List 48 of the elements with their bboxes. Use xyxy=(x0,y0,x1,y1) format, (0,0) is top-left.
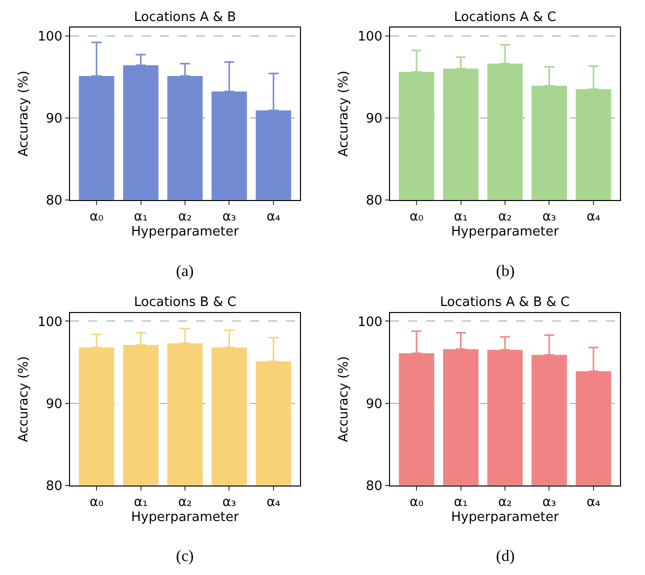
y-tick-label: 100 xyxy=(38,29,62,44)
x-tick-label: α₁ xyxy=(134,494,148,510)
y-axis-title: Accuracy (%) xyxy=(336,356,352,442)
x-tick-label: α₀ xyxy=(410,209,424,224)
text: (b) xyxy=(496,263,515,280)
x-tick-label: α₀ xyxy=(90,209,104,224)
x-tick-label: α₀ xyxy=(410,494,424,510)
y-tick-label: 80 xyxy=(46,193,62,208)
chart-title: Locations A & C xyxy=(454,10,556,25)
chart-title: Locations A & B xyxy=(134,10,236,25)
x-tick-label: α₂ xyxy=(498,209,512,224)
x-tick-label: α₂ xyxy=(178,209,192,224)
x-tick-label: α₃ xyxy=(222,494,236,510)
x-tick-label: α₃ xyxy=(222,209,236,224)
x-tick-label: α₁ xyxy=(454,494,468,510)
text: (d) xyxy=(496,548,515,565)
x-tick-label: α₂ xyxy=(178,494,192,510)
x-tick-label: α₁ xyxy=(454,209,468,224)
x-tick-label: α₁ xyxy=(134,209,148,224)
chart-title: Locations A & B & C xyxy=(440,295,570,310)
y-axis-title: Accuracy (%) xyxy=(16,356,32,442)
text: (c) xyxy=(176,548,194,565)
text: (a) xyxy=(176,263,194,280)
x-axis-title: Hyperparameter xyxy=(451,224,560,240)
y-tick-label: 100 xyxy=(38,314,62,330)
x-tick-label: α₂ xyxy=(498,494,512,510)
y-axis-title: Accuracy (%) xyxy=(16,70,32,157)
x-tick-label: α₄ xyxy=(266,209,280,224)
x-axis-title: Hyperparameter xyxy=(451,510,560,525)
y-tick-label: 90 xyxy=(366,396,382,412)
y-tick-label: 100 xyxy=(358,29,382,44)
y-axis-title: Accuracy (%) xyxy=(336,70,352,157)
y-tick-label: 90 xyxy=(46,396,62,412)
y-tick-label: 90 xyxy=(366,111,382,126)
x-tick-label: α₄ xyxy=(586,209,600,224)
chart-title: Locations B & C xyxy=(134,295,236,310)
x-tick-label: α₄ xyxy=(266,494,280,510)
x-tick-label: α₄ xyxy=(586,494,600,510)
y-tick-label: 90 xyxy=(46,111,62,126)
y-tick-label: 80 xyxy=(366,193,382,208)
y-tick-label: 100 xyxy=(358,314,382,330)
x-axis-title: Hyperparameter xyxy=(131,510,240,525)
x-tick-label: α₃ xyxy=(542,494,556,510)
y-tick-label: 80 xyxy=(366,478,382,494)
x-axis-title: Hyperparameter xyxy=(131,224,240,240)
x-tick-label: α₀ xyxy=(90,494,104,510)
x-tick-label: α₃ xyxy=(542,209,556,224)
y-tick-label: 80 xyxy=(46,478,62,494)
